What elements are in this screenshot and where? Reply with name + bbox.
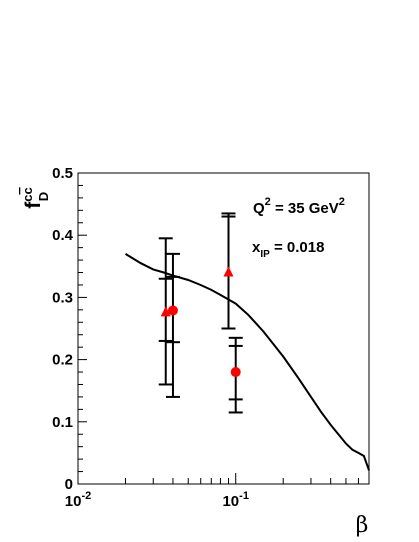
x-axis-label: β xyxy=(356,513,369,538)
y-tick-label: 0.3 xyxy=(52,289,73,306)
circle-marker xyxy=(167,305,178,316)
svg-text:fccD: fccD xyxy=(20,187,51,208)
xip-annotation: xIP = 0.018 xyxy=(252,239,324,260)
x-axis: 10-2 10-1 xyxy=(65,473,359,510)
theory-curve xyxy=(124,253,370,471)
x-tick-label: 10-2 xyxy=(65,490,91,510)
y-label-base: f xyxy=(22,201,45,209)
triangle-marker xyxy=(160,306,171,317)
q2-annotation: Q2 = 35 GeV2 xyxy=(253,196,345,217)
x-tick-label: 10-1 xyxy=(222,490,248,510)
y-label-sup: c xyxy=(20,195,35,202)
y-axis: 0 0.1 0.2 0.3 0.4 0.5 xyxy=(52,165,87,493)
y-tick-label: 0.2 xyxy=(52,352,73,369)
y-tick-label: 0.5 xyxy=(52,165,73,182)
circle-marker xyxy=(230,367,241,378)
y-tick-label: 0.4 xyxy=(52,227,74,244)
y-label-sup-bar: c xyxy=(20,187,35,194)
y-axis-label: fccD xyxy=(20,187,51,208)
y-label-sub: D xyxy=(36,192,51,201)
triangle-marker xyxy=(223,266,234,277)
y-tick-label: 0 xyxy=(65,476,73,493)
data-points xyxy=(158,212,243,414)
y-tick-label: 0.1 xyxy=(52,414,73,431)
plot-area xyxy=(77,172,370,485)
